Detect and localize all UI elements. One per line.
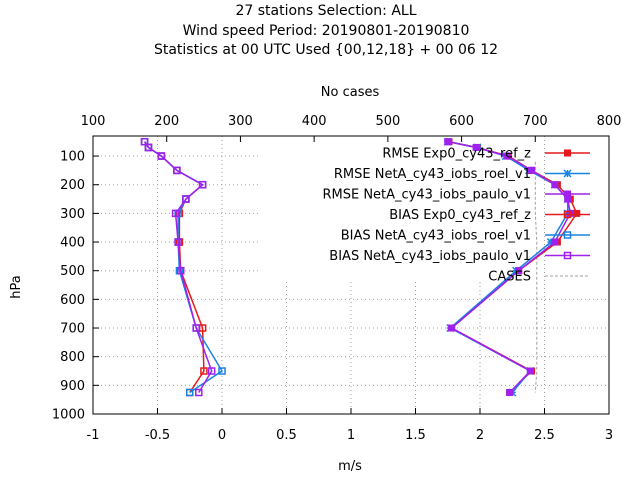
x2-tick-label: 100 [81,114,106,129]
x2-tick-label: 400 [302,114,327,129]
y-axis-label: hPa [9,275,24,298]
x-tick-label: 1.5 [405,428,426,443]
series-2-point [444,138,452,146]
axes: -1 -0.5 0 0.5 1 1.5 2 2.5 3 100 200 300 400 500 600 700… [52,114,622,443]
x2-tick-label: 700 [523,114,548,129]
series-2-point [503,152,511,160]
x2-tick-label: 300 [228,114,253,129]
y-tick-label: 300 [60,207,85,222]
legend-entry-label: RMSE NetA_cy43_iobs_roel_v1 [334,167,531,182]
legend-entry-marker [564,149,571,157]
series-5-point [198,180,207,189]
series-5-point [144,143,153,152]
series-5-point [195,388,203,397]
series-5-point [157,152,166,160]
x2-axis-label: No cases [321,85,380,100]
legend-entry-label: BIAS Exp0_cy43_ref_z [389,208,531,223]
series-2-point [526,367,534,375]
series-line-6 [534,161,538,393]
series-line-5 [143,141,213,393]
series-4-point [218,367,226,375]
series-2-point [448,324,456,332]
series-0-point [573,209,581,217]
x-tick-label: 0.5 [276,428,297,443]
chart-title-line-2: Wind speed Period: 20190801-20190810 [183,23,470,39]
legend-entry-label: RMSE Exp0_cy43_ref_z [382,147,531,162]
y-tick-label: 1000 [52,408,85,423]
series-line-3 [143,141,205,393]
chart-title-line-3: Statistics at 00 UTC Used {00,12,18} + 0… [154,42,498,58]
series-3-point [200,367,208,375]
x-tick-label: 1 [347,428,355,443]
series-5-point [173,166,181,175]
x-tick-label: 0 [218,428,226,443]
x2-tick-label: 800 [597,114,622,129]
x-tick-label: 2.5 [534,428,555,443]
series-2-point [551,238,559,246]
series-layer [140,137,581,397]
series-line-2 [447,140,572,394]
series-2-point [515,267,523,275]
series-5-point [174,238,182,246]
y-tick-label: 600 [60,293,85,308]
series-2-point [472,143,480,151]
legend-entry-marker [564,190,571,198]
series-5-point [140,137,149,146]
series-5-point [192,324,200,332]
y-tick-label: 200 [60,178,85,193]
x-tick-label: -0.5 [145,428,170,443]
x2-tick-label: 500 [375,114,400,129]
x-tick-label: 2 [476,428,484,443]
y-tick-label: 100 [60,150,85,165]
y-tick-label: 900 [60,379,85,394]
legend-entry-label: BIAS NetA_cy43_iobs_paulo_v1 [329,249,531,264]
series-2-point [551,181,559,189]
x-tick-label: -1 [87,428,100,443]
legend-entry-marker [563,231,572,239]
series-2-point [528,166,536,174]
legend: RMSE Exp0_cy43_ref_z RMSE NetA_cy43_iobs_… [322,147,590,285]
x-tick-label: 3 [605,428,613,443]
legend-entry-label: BIAS NetA_cy43_iobs_roel_v1 [341,229,531,244]
cases-series-layer [534,161,538,393]
legend-entry-label: RMSE NetA_cy43_iobs_paulo_v1 [322,188,531,203]
y-tick-label: 700 [60,322,85,337]
series-5-point [171,209,180,218]
x-axis-label: m/s [338,459,362,474]
series-5-point [182,195,190,203]
series-2-point [506,389,514,397]
legend-entry-marker [563,169,572,178]
legend-entry-label: CASES [488,270,531,285]
y-tick-label: 400 [60,236,85,251]
x2-tick-label: 200 [154,114,179,129]
y-tick-label: 500 [60,264,85,279]
series-5-point [176,266,185,275]
series-4-point [186,388,194,397]
legend-entry-marker [563,210,572,219]
y-tick-label: 800 [60,350,85,365]
chart-title-line-1: 27 stations Selection: ALL [235,3,416,19]
legend-entry-marker [563,251,572,260]
series-5-point [207,367,216,375]
x2-tick-label: 600 [449,114,474,129]
